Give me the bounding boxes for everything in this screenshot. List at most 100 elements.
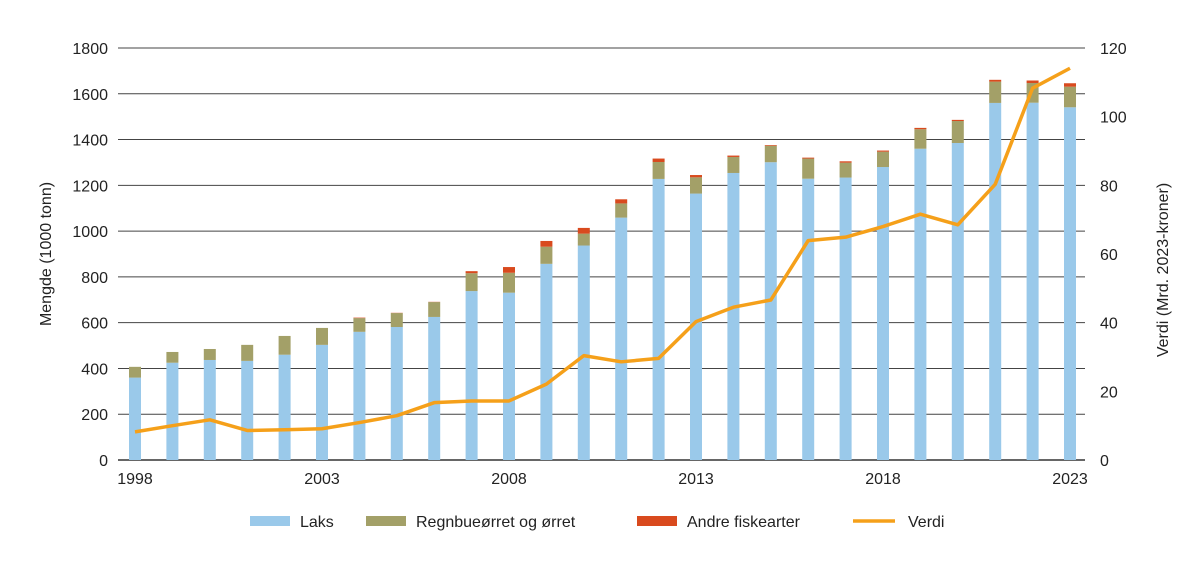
- bar-regnbueørret: [540, 246, 553, 264]
- bar-laks: [465, 291, 478, 460]
- bar-regnbueørret: [577, 233, 590, 246]
- legend-label: Laks: [300, 514, 334, 531]
- x-tick-label: 2003: [304, 471, 340, 488]
- bar-andre: [877, 150, 889, 152]
- bar-andre: [465, 271, 478, 274]
- bar-laks: [1064, 107, 1076, 460]
- bar-regnbueørret: [989, 81, 1002, 103]
- bar-laks: [914, 148, 927, 460]
- bar-laks: [428, 316, 441, 460]
- bar-laks: [951, 142, 964, 460]
- bar-andre: [652, 158, 665, 162]
- bar-andre: [577, 227, 590, 234]
- bar-regnbueørret: [727, 156, 740, 173]
- bar-regnbueørret: [353, 318, 366, 332]
- bar-regnbueørret: [877, 151, 889, 168]
- bar-andre: [802, 157, 815, 159]
- bar-andre: [540, 240, 553, 247]
- y2-tick-label: 20: [1100, 384, 1118, 401]
- legend-label: Andre fiskearter: [687, 514, 801, 531]
- bar-andre: [989, 79, 1002, 82]
- bar-laks: [615, 217, 628, 460]
- x-tick-label: 2013: [678, 471, 714, 488]
- bar-laks: [203, 359, 216, 460]
- bar-laks: [390, 327, 403, 460]
- legend-swatch: [366, 516, 406, 526]
- y-tick-label: 1600: [72, 87, 108, 104]
- legend-label: Regnbueørret og ørret: [416, 514, 576, 531]
- y2-tick-label: 120: [1100, 41, 1127, 58]
- bar-regnbueørret: [465, 273, 478, 292]
- bar-laks: [278, 354, 291, 460]
- legend-swatch: [637, 516, 677, 526]
- bar-andre: [839, 161, 852, 163]
- bar-laks: [577, 245, 590, 460]
- bar-laks: [839, 177, 852, 460]
- bar-laks: [652, 178, 665, 460]
- bar-laks: [129, 377, 141, 460]
- bar-laks: [503, 292, 515, 460]
- bar-laks: [241, 360, 254, 460]
- y-tick-label: 1200: [72, 178, 108, 195]
- bar-laks: [727, 172, 740, 460]
- y-tick-label: 1400: [72, 133, 108, 150]
- bar-regnbueørret: [390, 313, 403, 328]
- bar-regnbueørret: [129, 366, 141, 378]
- y-tick-label: 800: [81, 270, 108, 287]
- y-tick-label: 1000: [72, 224, 108, 241]
- x-tick-label: 2008: [491, 471, 527, 488]
- bar-regnbueørret: [166, 351, 179, 363]
- bar-regnbueørret: [1064, 86, 1076, 108]
- bar-regnbueørret: [316, 327, 328, 345]
- bar-regnbueørret: [503, 272, 515, 293]
- y-tick-label: 400: [81, 361, 108, 378]
- bar-regnbueørret: [615, 203, 628, 218]
- bar-andre: [951, 119, 964, 122]
- y2-axis-label: Verdi (Mrd. 2023-kroner): [1155, 183, 1172, 357]
- y2-tick-label: 80: [1100, 178, 1118, 195]
- bar-regnbueørret: [203, 348, 216, 360]
- y-tick-label: 1800: [72, 41, 108, 58]
- bar-andre: [503, 267, 515, 273]
- y2-tick-label: 100: [1100, 110, 1127, 127]
- bar-laks: [166, 362, 179, 460]
- bar-andre: [690, 175, 702, 178]
- bar-laks: [989, 102, 1002, 460]
- bar-andre: [1064, 83, 1076, 87]
- bar-laks: [316, 344, 328, 460]
- bar-regnbueørret: [914, 129, 927, 149]
- bar-regnbueørret: [839, 162, 852, 178]
- y-tick-label: 0: [99, 453, 108, 470]
- bar-regnbueørret: [241, 344, 254, 361]
- y2-tick-label: 40: [1100, 316, 1118, 333]
- bar-regnbueørret: [802, 158, 815, 179]
- bar-laks: [353, 331, 366, 460]
- bar-andre: [914, 127, 927, 130]
- bar-regnbueørret: [652, 161, 665, 179]
- bar-laks: [1026, 102, 1039, 461]
- bar-andre: [1026, 80, 1039, 84]
- bar-andre: [727, 155, 740, 157]
- bar-laks: [764, 162, 777, 460]
- bar-regnbueørret: [690, 177, 702, 194]
- bar-laks: [540, 263, 553, 460]
- x-tick-label: 2018: [865, 471, 901, 488]
- bar-laks: [877, 167, 889, 460]
- y2-tick-label: 60: [1100, 247, 1118, 264]
- x-tick-label: 2023: [1052, 471, 1088, 488]
- x-tick-label: 1998: [117, 471, 153, 488]
- bar-regnbueørret: [764, 145, 777, 163]
- bar-andre: [764, 145, 777, 146]
- bar-regnbueørret: [951, 121, 964, 143]
- y-tick-label: 200: [81, 407, 108, 424]
- bar-regnbueørret: [278, 335, 291, 355]
- line-verdi: [134, 66, 1071, 434]
- y-axis-label: Mengde (1000 tonn): [38, 182, 55, 326]
- bar-laks: [802, 178, 815, 460]
- bar-andre: [615, 199, 628, 204]
- y2-tick-label: 0: [1100, 453, 1109, 470]
- legend-swatch: [250, 516, 290, 526]
- y-tick-label: 600: [81, 316, 108, 333]
